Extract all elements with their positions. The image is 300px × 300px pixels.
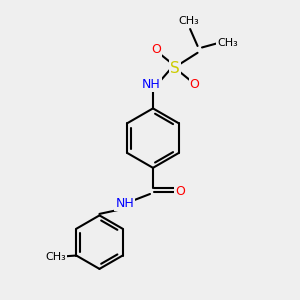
Text: NH: NH — [116, 197, 134, 210]
Text: S: S — [170, 61, 180, 76]
Text: O: O — [190, 77, 200, 91]
Text: CH₃: CH₃ — [217, 38, 238, 48]
Text: CH₃: CH₃ — [178, 16, 199, 26]
Text: O: O — [175, 185, 185, 198]
Text: CH₃: CH₃ — [45, 252, 66, 262]
Text: O: O — [151, 43, 161, 56]
Text: NH: NH — [142, 78, 161, 91]
